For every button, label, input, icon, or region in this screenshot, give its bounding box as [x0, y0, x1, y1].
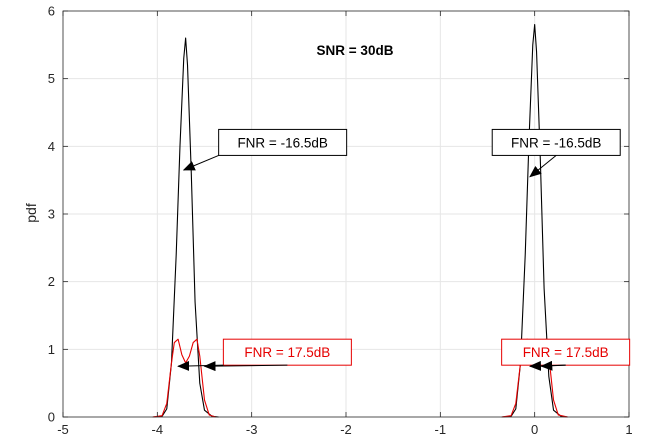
- y-tick-label: 6: [48, 4, 55, 19]
- annotation: FNR = -16.5dB: [218, 128, 348, 156]
- annotation-arrow: [540, 360, 566, 371]
- annotation: FNR = -16.5dB: [491, 128, 621, 156]
- inset-title: SNR = 30dB: [317, 43, 394, 58]
- y-tick-label: 1: [48, 342, 55, 357]
- y-tick-label: 2: [48, 274, 55, 289]
- y-tick-label: 5: [48, 71, 55, 86]
- x-tick-label: -4: [152, 422, 164, 437]
- x-tick-label: 0: [531, 422, 538, 437]
- y-axis-title: pdf: [23, 203, 39, 223]
- x-tick-label: -1: [435, 422, 447, 437]
- y-tick-label: 3: [48, 207, 55, 222]
- annotation-arrow: [203, 361, 288, 372]
- x-tick-label: -5: [57, 422, 69, 437]
- annotation-arrow: [182, 154, 219, 171]
- annotation-box: [218, 128, 348, 156]
- x-tick-label: -2: [340, 422, 352, 437]
- annotation-label: FNR = -16.5dB: [237, 135, 327, 150]
- annotation: FNR = 17.5dB: [222, 338, 352, 366]
- x-tick-label: -3: [246, 422, 258, 437]
- series-line: [152, 338, 216, 418]
- series-line: [152, 37, 219, 418]
- y-tick-label: 4: [48, 139, 55, 154]
- annotation-box: [501, 338, 631, 366]
- x-tick-label: 1: [625, 422, 632, 437]
- axes: -5 -4 -3 -2 -1 0 1 0 1 2 3 4 5 6: [48, 4, 633, 438]
- y-tick-label: 0: [48, 410, 55, 425]
- annotation-label: FNR = 17.5dB: [523, 345, 609, 360]
- annotation-label: FNR = -16.5dB: [511, 135, 601, 150]
- annotations: FNR = -16.5dB FNR = -16.5dB FNR = 17.5dB FN…: [177, 128, 631, 372]
- annotation-box: [491, 128, 621, 156]
- annotation-arrow: [529, 155, 557, 178]
- annotation-arrow: [177, 360, 224, 371]
- annotation: FNR = 17.5dB: [501, 338, 631, 366]
- annotation-label: FNR = 17.5dB: [244, 345, 330, 360]
